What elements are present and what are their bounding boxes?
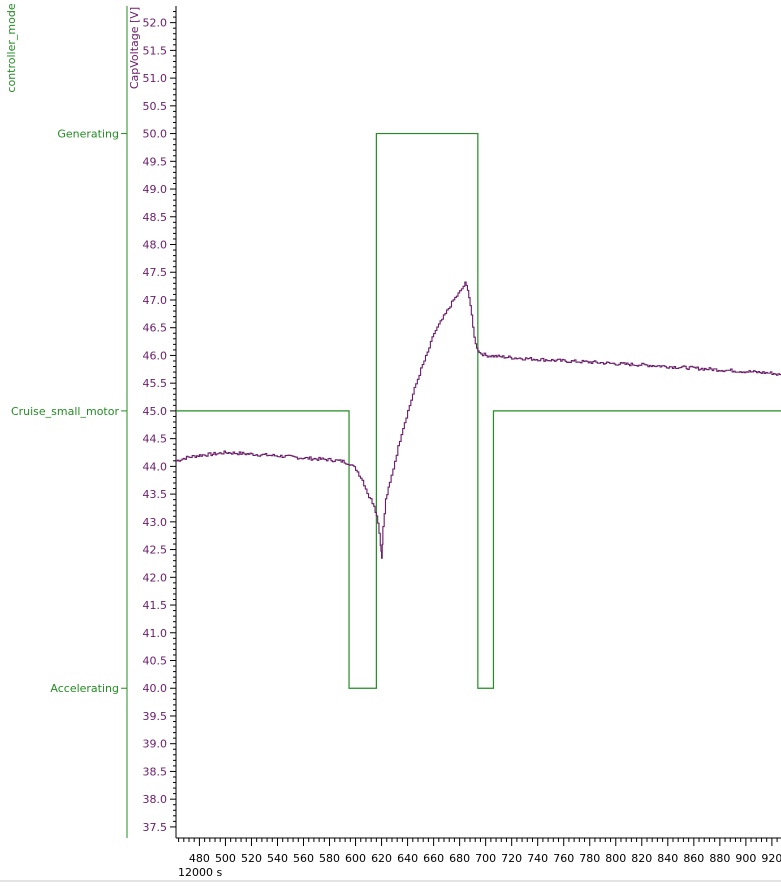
capvoltage-tick-label: 43.5 <box>143 488 168 501</box>
capvoltage-tick-label: 46.0 <box>143 349 168 362</box>
x-tick-label: 800 <box>605 852 626 865</box>
x-tick-label: 820 <box>631 852 652 865</box>
x-tick-label: 840 <box>657 852 678 865</box>
controller-mode-tick-label: Accelerating <box>50 682 119 695</box>
capvoltage-tick-label: 38.5 <box>143 765 168 778</box>
capvoltage-tick-label: 40.0 <box>143 682 168 695</box>
capvoltage-tick-label: 44.0 <box>143 460 168 473</box>
plot-area <box>176 132 781 689</box>
capvoltage-tick-label: 43.0 <box>143 516 168 529</box>
capvoltage-axis: CapVoltage [V] 37.5 38.0 38.5 39.0 39.5 40.0 4… <box>128 6 177 838</box>
x-tick-label: 620 <box>371 852 392 865</box>
controller-mode-series <box>176 132 781 689</box>
capvoltage-tick-label: 42.0 <box>143 571 168 584</box>
x-tick-label: 900 <box>735 852 756 865</box>
controller-mode-axis: controller_mode Generating Cruise_small_m… <box>5 3 128 838</box>
x-tick-label: 680 <box>449 852 470 865</box>
x-tick-label: 560 <box>293 852 314 865</box>
capvoltage-tick-label: 41.5 <box>143 599 168 612</box>
capvoltage-tick-label: 52.0 <box>143 17 168 30</box>
capvoltage-series <box>176 281 781 559</box>
capvoltage-tick-label: 49.0 <box>143 183 168 196</box>
capvoltage-ticks: 37.5 38.0 38.5 39.0 39.5 40.0 40.5 41.0 41.5 42.0… <box>143 11 176 834</box>
capvoltage-tick-label: 37.5 <box>143 821 168 834</box>
x-axis: 480 500 520 540 560 580 600 620 640 660 680 700 720 7… <box>176 837 781 879</box>
capvoltage-tick-label: 41.0 <box>143 627 168 640</box>
x-tick-label: 860 <box>683 852 704 865</box>
x-tick-label: 500 <box>215 852 236 865</box>
capvoltage-tick-label: 45.5 <box>143 377 168 390</box>
capvoltage-tick-label: 50.5 <box>143 100 168 113</box>
x-ticks: 480 500 520 540 560 580 600 620 640 660 680 700 720 7… <box>178 838 781 865</box>
capvoltage-axis-title: CapVoltage [V] <box>128 7 141 89</box>
x-tick-label: 600 <box>345 852 366 865</box>
x-tick-label: 720 <box>501 852 522 865</box>
capvoltage-tick-label: 48.5 <box>143 211 168 224</box>
controller-mode-tick-label: Cruise_small_motor <box>11 405 120 418</box>
capvoltage-tick-label: 45.0 <box>143 405 168 418</box>
x-tick-label: 740 <box>527 852 548 865</box>
x-tick-label: 660 <box>423 852 444 865</box>
capvoltage-tick-label: 42.5 <box>143 544 168 557</box>
capvoltage-tick-label: 39.0 <box>143 738 168 751</box>
capvoltage-tick-label: 47.0 <box>143 294 168 307</box>
capvoltage-tick-label: 38.0 <box>143 793 168 806</box>
x-tick-label: 700 <box>475 852 496 865</box>
x-tick-label: 880 <box>709 852 730 865</box>
x-tick-label: 580 <box>319 852 340 865</box>
x-tick-label: 520 <box>241 852 262 865</box>
x-tick-label: 760 <box>553 852 574 865</box>
capvoltage-tick-label: 47.5 <box>143 266 168 279</box>
x-tick-label: 920 <box>761 852 781 865</box>
capvoltage-tick-label: 46.5 <box>143 322 168 335</box>
x-tick-label: 540 <box>267 852 288 865</box>
controller-mode-ticks: Generating Cruise_small_motor Accelerating <box>11 128 127 695</box>
capvoltage-tick-label: 51.5 <box>143 44 168 57</box>
controller-mode-axis-title: controller_mode <box>5 3 18 92</box>
capvoltage-tick-label: 50.0 <box>143 128 168 141</box>
capvoltage-tick-label: 40.5 <box>143 655 168 668</box>
capvoltage-tick-label: 49.5 <box>143 155 168 168</box>
capvoltage-tick-label: 44.5 <box>143 433 168 446</box>
x-axis-offset-label: 12000 s <box>178 866 222 879</box>
capvoltage-tick-label: 51.0 <box>143 72 168 85</box>
controller-mode-tick-label: Generating <box>57 128 119 141</box>
x-tick-label: 640 <box>397 852 418 865</box>
capvoltage-tick-label: 39.5 <box>143 710 168 723</box>
x-tick-label: 480 <box>189 852 210 865</box>
capvoltage-tick-label: 48.0 <box>143 239 168 252</box>
x-tick-label: 780 <box>579 852 600 865</box>
